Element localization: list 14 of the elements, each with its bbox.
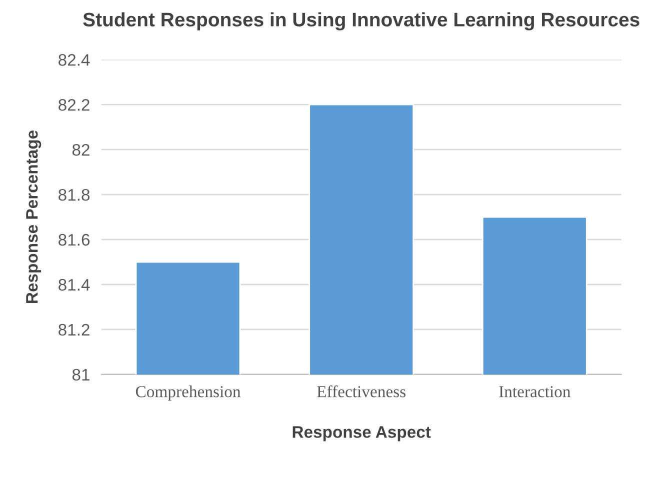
x-axis-title: Response Aspect bbox=[292, 426, 431, 442]
y-tick-label: 82 bbox=[72, 144, 90, 156]
y-tick-label: 81 bbox=[72, 368, 90, 381]
x-tick-label: Comprehension bbox=[136, 386, 241, 401]
x-tick-label: Interaction bbox=[499, 386, 570, 398]
y-tick-label: 82.4 bbox=[58, 54, 90, 66]
y-tick-label: 81.6 bbox=[58, 234, 90, 246]
y-tick-label: 81.4 bbox=[58, 278, 90, 291]
y-tick-label: 82.2 bbox=[58, 99, 90, 111]
y-axis-title: Response Percentage bbox=[26, 130, 42, 303]
x-tick-label: Effectiveness bbox=[317, 385, 406, 398]
y-tick-label: 81.8 bbox=[58, 188, 90, 201]
chart-title: Student Responses in Using Innovative Learning Resources bbox=[83, 12, 640, 30]
y-tick-label: 81.2 bbox=[58, 324, 90, 336]
